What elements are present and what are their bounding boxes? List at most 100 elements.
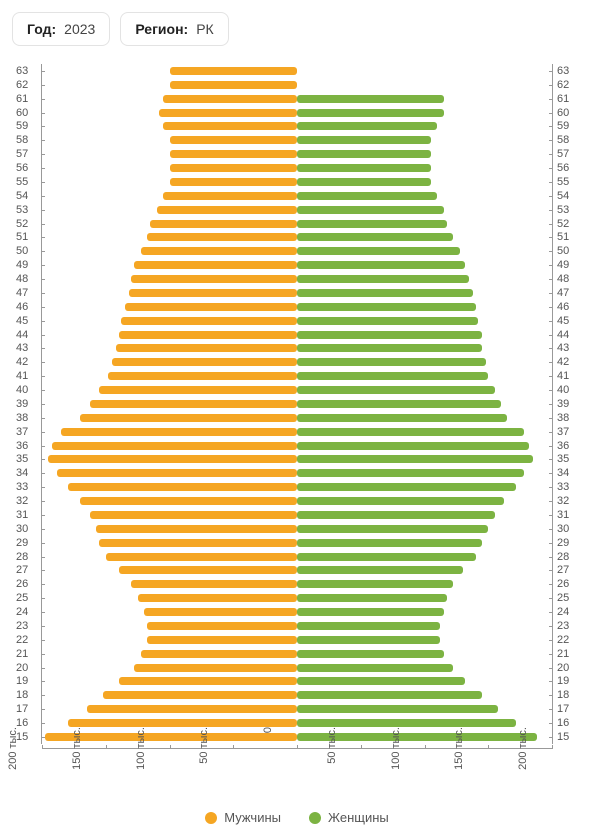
female-bar[interactable] — [297, 303, 476, 311]
female-bar[interactable] — [297, 247, 460, 255]
male-bar[interactable] — [170, 136, 298, 144]
male-bar[interactable] — [125, 303, 297, 311]
female-bar[interactable] — [297, 650, 444, 658]
female-bar[interactable] — [297, 664, 453, 672]
male-bar[interactable] — [112, 358, 297, 366]
male-bar[interactable] — [99, 386, 297, 394]
male-bar[interactable] — [157, 206, 297, 214]
female-bar[interactable] — [297, 331, 482, 339]
female-bar[interactable] — [297, 261, 465, 269]
male-bar[interactable] — [119, 566, 298, 574]
female-bar[interactable] — [297, 677, 465, 685]
male-bar[interactable] — [119, 677, 298, 685]
male-bar[interactable] — [103, 691, 297, 699]
female-bar[interactable] — [297, 150, 431, 158]
female-bar[interactable] — [297, 220, 447, 228]
female-bar[interactable] — [297, 539, 482, 547]
male-bar[interactable] — [87, 705, 297, 713]
male-bar[interactable] — [90, 511, 297, 519]
female-bar[interactable] — [297, 525, 488, 533]
male-bar[interactable] — [116, 344, 297, 352]
male-bar[interactable] — [170, 67, 298, 75]
male-bar[interactable] — [129, 289, 297, 297]
region-filter[interactable]: Регион: РК — [120, 12, 228, 46]
female-bar[interactable] — [297, 442, 529, 450]
female-bar[interactable] — [297, 136, 431, 144]
female-bar[interactable] — [297, 622, 440, 630]
female-bar[interactable] — [297, 455, 533, 463]
male-bar[interactable] — [141, 247, 297, 255]
female-bar[interactable] — [297, 164, 431, 172]
female-bar[interactable] — [297, 192, 437, 200]
female-bar[interactable] — [297, 372, 488, 380]
female-bar[interactable] — [297, 275, 469, 283]
male-bar[interactable] — [159, 109, 297, 117]
male-bar[interactable] — [106, 553, 297, 561]
male-bar[interactable] — [52, 442, 297, 450]
male-bar[interactable] — [163, 95, 297, 103]
female-bar[interactable] — [297, 122, 437, 130]
male-bar[interactable] — [131, 275, 297, 283]
male-bar[interactable] — [80, 414, 297, 422]
pyramid-row — [42, 355, 552, 369]
female-bar[interactable] — [297, 178, 431, 186]
male-bar[interactable] — [163, 122, 297, 130]
male-bar[interactable] — [96, 525, 297, 533]
female-bar[interactable] — [297, 483, 516, 491]
female-bar[interactable] — [297, 594, 447, 602]
pyramid-row — [42, 300, 552, 314]
male-bar[interactable] — [108, 372, 297, 380]
female-bar[interactable] — [297, 428, 524, 436]
female-bar[interactable] — [297, 691, 482, 699]
male-bar[interactable] — [170, 164, 298, 172]
female-bar[interactable] — [297, 358, 486, 366]
male-bar[interactable] — [170, 150, 298, 158]
male-bar[interactable] — [147, 233, 297, 241]
female-bar[interactable] — [297, 233, 453, 241]
male-bar[interactable] — [170, 178, 298, 186]
male-bar[interactable] — [147, 636, 297, 644]
female-bar[interactable] — [297, 705, 498, 713]
male-bar[interactable] — [99, 539, 297, 547]
female-bar[interactable] — [297, 469, 524, 477]
female-bar[interactable] — [297, 719, 516, 727]
male-bar[interactable] — [163, 192, 297, 200]
male-bar[interactable] — [170, 81, 298, 89]
year-filter[interactable]: Год: 2023 — [12, 12, 110, 46]
male-bar[interactable] — [57, 469, 297, 477]
male-bar[interactable] — [141, 650, 297, 658]
male-bar[interactable] — [138, 594, 297, 602]
female-bar[interactable] — [297, 636, 440, 644]
male-bar[interactable] — [131, 580, 297, 588]
male-bar[interactable] — [61, 428, 297, 436]
male-bar[interactable] — [150, 220, 297, 228]
y-axis-left: 6362616059585756555453525150494847464544… — [12, 64, 42, 744]
female-bar[interactable] — [297, 566, 463, 574]
female-bar[interactable] — [297, 109, 444, 117]
male-bar[interactable] — [147, 622, 297, 630]
male-bar[interactable] — [134, 261, 297, 269]
male-bar[interactable] — [90, 400, 297, 408]
female-bar[interactable] — [297, 497, 504, 505]
female-bar[interactable] — [297, 386, 495, 394]
male-bar[interactable] — [121, 317, 297, 325]
x-tick: 50 тыс. — [336, 749, 386, 761]
female-bar[interactable] — [297, 317, 478, 325]
female-bar[interactable] — [297, 608, 444, 616]
female-bar[interactable] — [297, 511, 495, 519]
female-bar[interactable] — [297, 580, 453, 588]
male-bar[interactable] — [134, 664, 297, 672]
female-bar[interactable] — [297, 289, 473, 297]
female-bar[interactable] — [297, 414, 507, 422]
male-bar[interactable] — [68, 483, 298, 491]
female-bar[interactable] — [297, 95, 444, 103]
female-bar[interactable] — [297, 344, 482, 352]
male-bar[interactable] — [48, 455, 297, 463]
male-bar[interactable] — [144, 608, 297, 616]
male-bar[interactable] — [80, 497, 297, 505]
female-bar[interactable] — [297, 400, 501, 408]
female-bar[interactable] — [297, 553, 476, 561]
female-bar[interactable] — [297, 206, 444, 214]
male-bar[interactable] — [119, 331, 298, 339]
male-bar[interactable] — [68, 719, 298, 727]
